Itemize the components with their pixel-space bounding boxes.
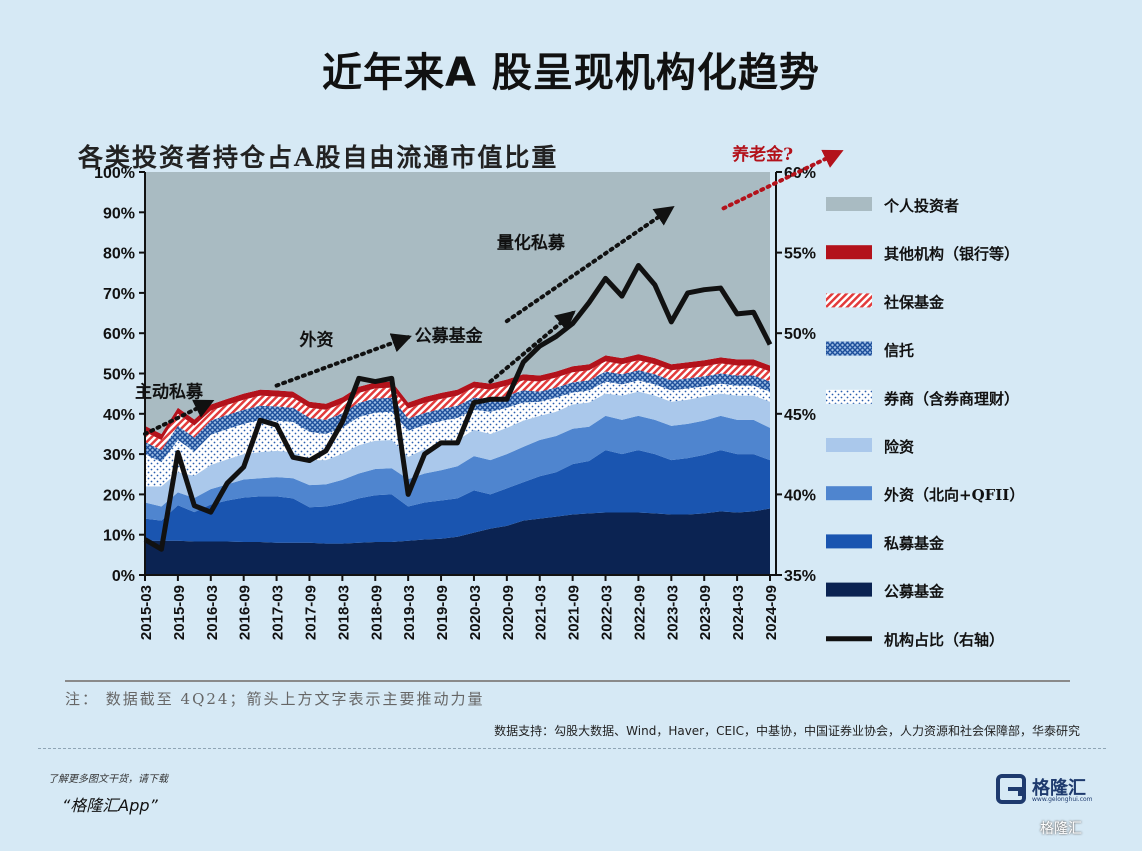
- x-tick-label: 2022-09: [631, 585, 648, 640]
- legend-swatch: [826, 486, 872, 501]
- area-series-5: [145, 370, 770, 463]
- legend-swatch: [826, 293, 872, 308]
- x-tick-label: 2016-09: [237, 585, 254, 640]
- legend-label: 券商（含券商理财）: [884, 390, 1019, 408]
- y-left-tick-label: 20%: [103, 487, 135, 504]
- stacked-areas: [145, 172, 770, 575]
- y-left-tick-label: 50%: [103, 367, 135, 384]
- legend-label: 个人投资者: [883, 197, 959, 215]
- y-right-tick-label: 50%: [784, 326, 816, 343]
- legend-label: 公募基金: [884, 583, 945, 601]
- y-left-tick-label: 80%: [103, 246, 135, 263]
- x-tick-label: 2019-03: [401, 585, 418, 640]
- x-tick-label: 2021-03: [533, 585, 550, 640]
- legend-swatch: [826, 582, 872, 597]
- x-tick-label: 2018-03: [335, 585, 352, 640]
- institution-share-line: [143, 262, 773, 552]
- trend-arrow-3: [504, 206, 675, 324]
- trend-arrow-4: [721, 149, 844, 211]
- x-tick-label: 2024-09: [763, 585, 780, 640]
- x-tick-label: 2023-03: [664, 585, 681, 640]
- legend-swatch: [826, 438, 872, 452]
- y-right-tick-label: 45%: [784, 407, 816, 424]
- chart-axes: 0% 10% 20% 30% 40% 50% 60% 70% 80% 90% 100% 35% 40% 4…: [94, 165, 816, 640]
- area-series-6: [145, 360, 770, 451]
- trend-arrow-0: [143, 399, 215, 436]
- x-tick-label: 2017-09: [302, 585, 319, 640]
- annotation-label: 养老金?: [731, 144, 793, 165]
- x-tick-label: 2022-03: [599, 585, 616, 640]
- dashed-divider: [38, 748, 1106, 749]
- area-series-0: [145, 508, 770, 575]
- x-tick-label: 2020-09: [500, 585, 517, 640]
- promo-caption: 了解更多图文干货，请下载: [48, 774, 168, 785]
- y-left-tick-label: 30%: [103, 447, 135, 464]
- x-tick-label: 2017-03: [270, 585, 287, 640]
- legend-swatch: [826, 389, 872, 404]
- chart-annotations: 主动私募 外资 公募基金 量化私募 养老金?: [135, 144, 793, 403]
- y-left-tick-label: 70%: [103, 286, 135, 303]
- watermark-badge: 格隆汇: [1040, 821, 1082, 837]
- y-right-tick-label: 35%: [784, 568, 816, 585]
- trend-arrow-1: [274, 333, 412, 388]
- legend-swatch: [826, 534, 872, 549]
- y-right-tick-label: 60%: [784, 165, 816, 182]
- y-left-tick-label: 60%: [103, 326, 135, 343]
- x-tick-label: 2021-09: [566, 585, 583, 640]
- logo-g-icon: [996, 774, 1026, 804]
- x-tick-label: 2020-03: [467, 585, 484, 640]
- area-series-2: [145, 415, 770, 521]
- x-tick-label: 2015-03: [138, 585, 155, 640]
- x-tick-label: 2024-03: [730, 585, 747, 640]
- x-tick-label: 2015-09: [171, 585, 188, 640]
- x-tick-label: 2018-09: [368, 585, 385, 640]
- note-divider: [65, 680, 1070, 682]
- legend-label: 险资: [884, 438, 914, 456]
- x-tick-label: 2016-03: [204, 585, 221, 640]
- institution-share-line-layer: [143, 262, 773, 552]
- area-series-7: [145, 354, 770, 440]
- annotation-label: 量化私募: [497, 233, 566, 254]
- legend-label: 私募基金: [883, 534, 945, 552]
- chart-title: 各类投资者持仓占A股自由流通市值比重: [78, 143, 559, 172]
- legend-label: 机构占比（右轴）: [884, 631, 1004, 649]
- trend-arrows: [143, 149, 844, 436]
- legend-swatch: [826, 245, 872, 260]
- logo-text: 格隆汇: [1032, 778, 1086, 799]
- legend-label: 社保基金: [883, 293, 945, 311]
- trend-arrow-2: [488, 310, 576, 384]
- y-left-tick-label: 90%: [103, 205, 135, 222]
- area-series-1: [145, 450, 770, 544]
- area-series-4: [145, 380, 770, 487]
- logo-url: www.gelonghui.com: [1032, 796, 1093, 803]
- y-left-tick-label: 0%: [112, 568, 135, 585]
- x-tick-label: 2023-09: [697, 585, 714, 640]
- y-right-tick-label: 55%: [784, 246, 816, 263]
- legend-swatch: [826, 341, 872, 356]
- legend-label: 外资（北向+QFII）: [883, 486, 1024, 504]
- annotation-label: 主动私募: [135, 382, 204, 403]
- legend-swatch: [826, 197, 872, 211]
- chart-note: 注： 数据截至 4Q24；箭头上方文字表示主要推动力量: [65, 690, 485, 708]
- annotation-label: 外资: [299, 329, 333, 350]
- area-series-8: [145, 172, 770, 434]
- page-title: 近年来A 股呈现机构化趋势: [322, 50, 820, 96]
- promo-app-name: “格隆汇App”: [62, 796, 158, 815]
- y-left-tick-label: 100%: [94, 165, 135, 182]
- y-left-tick-label: 10%: [103, 528, 135, 545]
- legend-label: 其他机构（银行等）: [884, 245, 1019, 263]
- legend-label: 信托: [884, 342, 914, 360]
- y-right-tick-label: 40%: [784, 487, 816, 504]
- gelonghui-logo: 格隆汇 www.gelonghui.com: [996, 772, 1096, 806]
- x-tick-label: 2019-09: [434, 585, 451, 640]
- y-left-tick-label: 40%: [103, 407, 135, 424]
- annotation-label: 公募基金: [415, 325, 484, 346]
- area-series-3: [145, 391, 770, 507]
- data-source: 数据支持：勾股大数据、Wind，Haver，CEIC，中基协，中国证券业协会，人…: [494, 724, 1080, 738]
